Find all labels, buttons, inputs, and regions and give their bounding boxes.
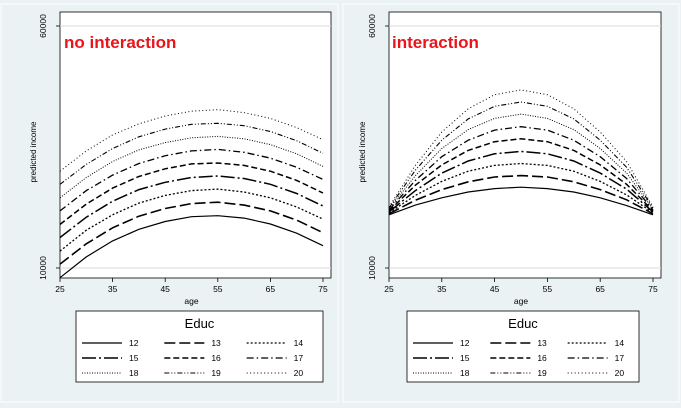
series-line-18 (388, 113, 654, 210)
legend-label-16: 16 (537, 353, 547, 363)
legend-label-13: 13 (211, 338, 221, 348)
x-tick-label: 35 (437, 284, 447, 294)
y-tick-label: 10000 (38, 256, 48, 280)
x-tick-label: 45 (490, 284, 500, 294)
legend-label-20: 20 (615, 368, 625, 378)
y-tick-label: 60000 (367, 14, 377, 38)
legend-label-17: 17 (615, 353, 625, 363)
x-tick-label: 65 (266, 284, 276, 294)
series-line-13 (59, 201, 324, 265)
legend-label-18: 18 (460, 368, 470, 378)
x-tick-label: 75 (648, 284, 658, 294)
y-axis-label: predicted income (358, 121, 367, 182)
series-line-19 (388, 101, 654, 209)
x-tick-label: 45 (160, 284, 170, 294)
chart-panel-2: 10000 60000 25 35 45 55 65 75 age predicted incom… (342, 3, 680, 403)
series-line-19 (59, 122, 324, 185)
plot-area (388, 11, 662, 279)
legend-label-12: 12 (460, 338, 470, 348)
legend-label-16: 16 (211, 353, 221, 363)
series-line-20 (388, 89, 654, 208)
series-line-18 (59, 135, 324, 199)
legend-label-13: 13 (537, 338, 547, 348)
series-line-16 (388, 138, 654, 212)
series-line-14 (59, 188, 324, 252)
legend-label-17: 17 (294, 353, 304, 363)
x-axis-label: age (184, 296, 198, 306)
x-tick-label: 55 (543, 284, 553, 294)
legend-label-19: 19 (211, 368, 221, 378)
y-tick-label: 60000 (38, 14, 48, 38)
legend-box (406, 310, 640, 383)
x-axis-label: age (514, 296, 528, 306)
plot-area (59, 11, 332, 279)
series-line-15 (388, 150, 654, 213)
x-tick-label: 25 (384, 284, 394, 294)
x-tick-label: 75 (318, 284, 328, 294)
series-line-12 (59, 215, 324, 279)
legend-label-12: 12 (129, 338, 139, 348)
series-line-13 (388, 174, 654, 215)
legend-label-15: 15 (460, 353, 470, 363)
series-line-15 (59, 175, 324, 239)
legend-label-14: 14 (294, 338, 304, 348)
panel-annotation: no interaction (64, 33, 176, 52)
chart-panel-1: 10000 60000 25 35 45 55 65 75 age predicted incom… (0, 3, 339, 403)
legend-box (75, 310, 324, 383)
legend-label-18: 18 (129, 368, 139, 378)
x-tick-label: 55 (213, 284, 223, 294)
series-line-17 (388, 126, 654, 211)
x-tick-label: 35 (108, 284, 118, 294)
series-line-12 (388, 186, 654, 216)
y-tick-label: 10000 (367, 256, 377, 280)
legend-label-14: 14 (615, 338, 625, 348)
legend-label-19: 19 (537, 368, 547, 378)
legend-label-20: 20 (294, 368, 304, 378)
panel-annotation: interaction (392, 33, 479, 52)
legend-title: Educ (185, 316, 215, 331)
series-line-17 (59, 148, 324, 212)
y-axis-label: predicted income (29, 121, 38, 182)
legend-label-15: 15 (129, 353, 139, 363)
x-tick-label: 65 (595, 284, 605, 294)
x-tick-label: 25 (55, 284, 65, 294)
legend-title: Educ (508, 316, 538, 331)
series-line-16 (59, 162, 324, 225)
